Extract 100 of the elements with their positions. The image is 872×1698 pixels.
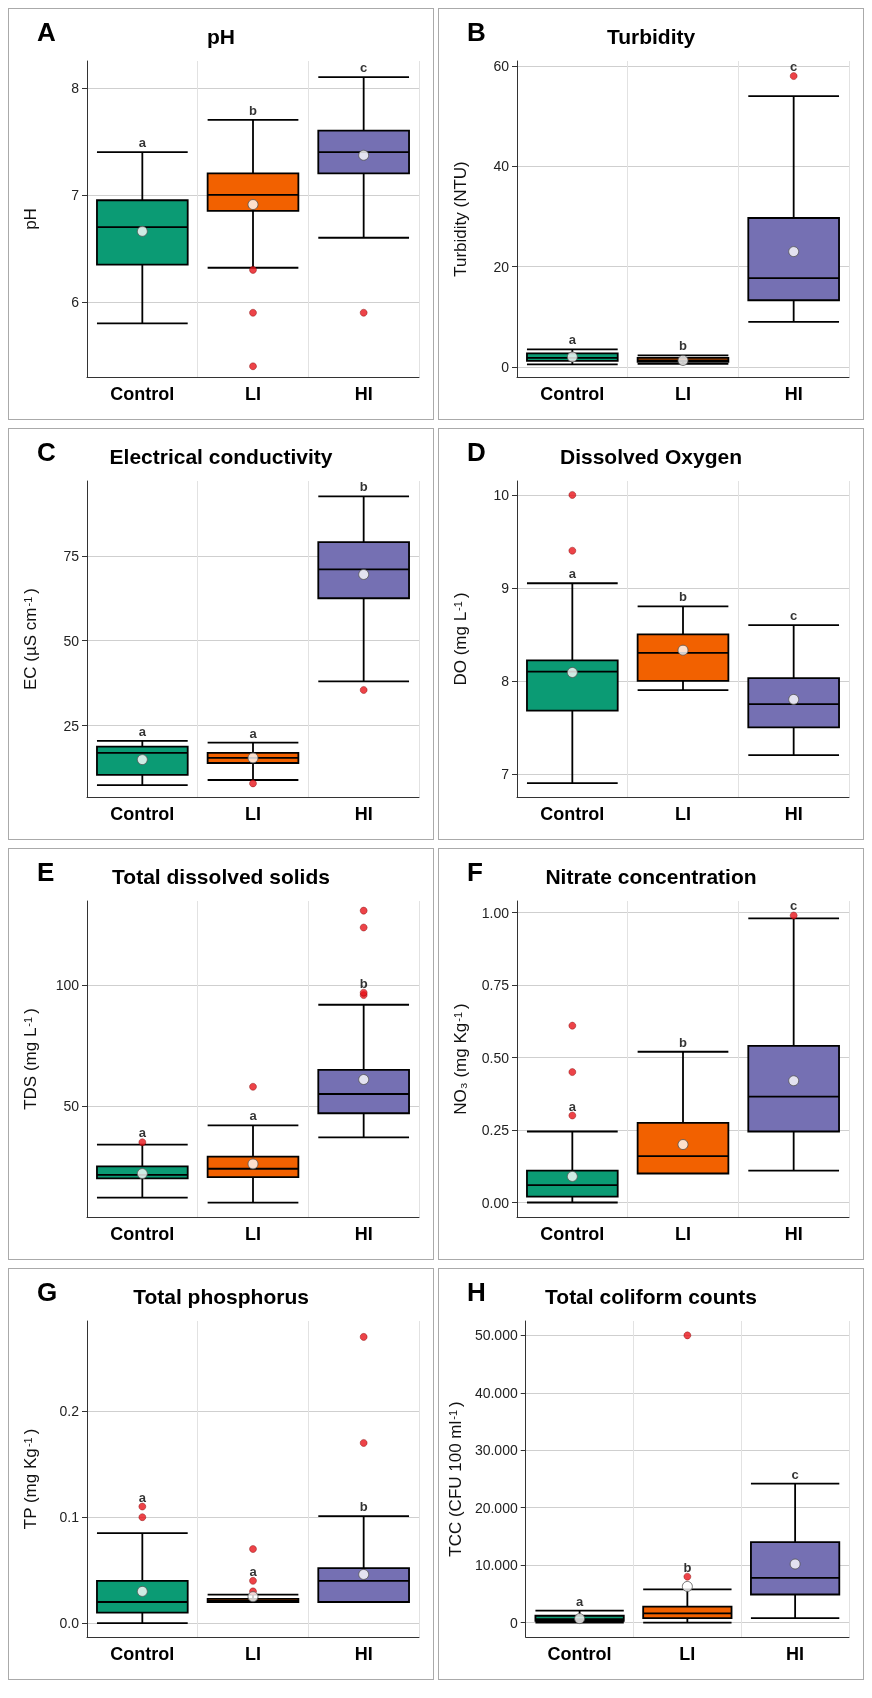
text: C (37, 437, 56, 467)
annotation: b (249, 102, 258, 118)
y-tick-label: 0.50 (481, 1049, 510, 1066)
x-tick-label: LI (245, 384, 261, 404)
y-axis-title: Turbidity (NTU) (451, 161, 470, 277)
annotation: a (138, 1489, 147, 1505)
y-tick-label: 75 (63, 547, 80, 564)
annotation: a (249, 1563, 258, 1579)
x-tick-label: Control (110, 384, 175, 404)
y-axis-title: TDS (mg L-1) (21, 1008, 40, 1110)
annotation: a (568, 1098, 577, 1114)
annotation: c (791, 1466, 799, 1482)
y-axis-title: TCC (CFU 100 ml-1) (446, 1401, 465, 1557)
x-tick-label: LI (245, 1224, 261, 1244)
annotation: c (360, 60, 368, 76)
x-tick-label: LI (245, 804, 261, 824)
y-tick-label: 9 (501, 579, 510, 596)
y-tick-label: 20.000 (474, 1499, 518, 1516)
text: E (37, 857, 55, 887)
chart-title: Dissolved Oxygen (559, 445, 743, 468)
chart-title: Total coliform counts (545, 1285, 757, 1308)
x-tick-label: LI (675, 804, 691, 824)
annotation: c (790, 608, 798, 624)
annotation: a (138, 135, 147, 151)
x-tick-label: LI (675, 1224, 691, 1244)
annotation: b (359, 479, 368, 495)
y-tick-label: 50 (63, 1098, 80, 1115)
y-tick-label: 0.1 (59, 1509, 80, 1526)
annotation: a (138, 1125, 147, 1141)
y-tick-label: 0.0 (59, 1615, 80, 1632)
x-tick-label: LI (679, 1644, 696, 1664)
y-axis-title: pH (21, 208, 40, 230)
annotation: b (359, 1499, 368, 1515)
annotation: b (679, 338, 688, 354)
y-tick-label: 6 (71, 294, 80, 311)
x-tick-label: HI (784, 804, 803, 824)
y-tick-label: 0 (509, 1614, 518, 1631)
chart-title: Nitrate concentration (545, 865, 757, 888)
text: D (467, 437, 486, 467)
x-tick-label: Control (540, 1224, 605, 1244)
annotation: c (790, 59, 798, 75)
x-tick-label: HI (354, 384, 373, 404)
x-tick-label: Control (540, 804, 605, 824)
annotation: a (249, 1108, 258, 1124)
x-tick-label: HI (354, 804, 373, 824)
x-tick-label: Control (540, 384, 605, 404)
y-tick-label: 30.000 (474, 1442, 518, 1459)
text: H (467, 1277, 486, 1307)
chart-title: Turbidity (606, 25, 696, 48)
text: B (467, 17, 486, 47)
y-tick-label: 0.00 (481, 1194, 510, 1211)
x-tick-label: Control (110, 804, 175, 824)
x-tick-label: HI (784, 1224, 803, 1244)
y-tick-label: 0.25 (481, 1122, 510, 1139)
y-tick-label: 60 (493, 58, 510, 75)
annotation: b (359, 975, 368, 991)
x-tick-label: HI (354, 1644, 373, 1664)
annotation: b (679, 1034, 688, 1050)
y-tick-label: 8 (71, 79, 80, 96)
y-tick-label: 7 (501, 765, 510, 782)
y-tick-label: 40 (493, 158, 510, 175)
x-tick-label: HI (784, 384, 803, 404)
y-tick-label: 100 (55, 977, 80, 994)
y-tick-label: 50.000 (474, 1327, 518, 1344)
x-tick-label: HI (354, 1224, 373, 1244)
x-tick-label: Control (547, 1644, 612, 1664)
y-tick-label: 25 (63, 717, 80, 734)
annotation: b (683, 1559, 692, 1575)
y-axis-title: EC (µS cm-1) (21, 588, 40, 690)
chart-title: Total phosphorus (133, 1285, 309, 1308)
y-tick-label: 8 (501, 672, 510, 689)
text: F (467, 857, 483, 887)
chart-title: Electrical conductivity (109, 445, 333, 468)
annotation: a (568, 566, 577, 582)
y-axis-title: DO (mg L-1) (451, 592, 470, 686)
y-tick-label: 10.000 (474, 1557, 518, 1574)
y-tick-label: 0.2 (59, 1403, 80, 1420)
x-tick-label: HI (786, 1644, 805, 1664)
text: G (37, 1277, 58, 1307)
y-tick-label: 20 (493, 258, 510, 275)
y-tick-label: 0.75 (481, 977, 510, 994)
y-axis-title: TP (mg Kg-1) (21, 1428, 40, 1530)
y-axis-title: NO₃ (mg Kg-1) (451, 1003, 470, 1115)
y-tick-label: 40.000 (474, 1384, 518, 1401)
annotation: a (249, 725, 258, 741)
annotation: a (138, 723, 147, 739)
x-tick-label: Control (110, 1644, 175, 1664)
x-tick-label: LI (245, 1644, 261, 1664)
annotation: b (679, 589, 688, 605)
y-tick-label: 0 (501, 358, 510, 375)
x-tick-label: Control (110, 1224, 175, 1244)
x-tick-label: LI (675, 384, 691, 404)
chart-title: Total dissolved solids (112, 865, 330, 888)
y-tick-label: 7 (71, 186, 80, 203)
y-tick-label: 10 (493, 486, 510, 503)
y-tick-label: 50 (63, 632, 80, 649)
chart-title: pH (207, 25, 235, 48)
annotation: a (568, 332, 577, 348)
text: A (37, 17, 56, 47)
annotation: c (790, 898, 798, 914)
